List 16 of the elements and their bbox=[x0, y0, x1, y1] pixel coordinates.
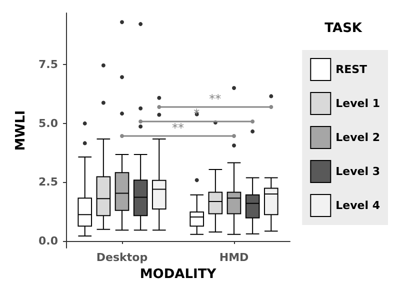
legend-label: Level 2 bbox=[336, 131, 380, 144]
y-tick-label: 2.5 bbox=[38, 176, 58, 189]
y-tick-label: 7.5 bbox=[38, 58, 58, 72]
y-axis-title: MWLI bbox=[14, 110, 29, 151]
y-tick-label: 0.0 bbox=[38, 234, 58, 248]
annotation: ** bbox=[172, 121, 184, 135]
x-tick-label: Desktop bbox=[96, 251, 148, 264]
legend-label: Level 1 bbox=[336, 97, 380, 110]
legend-label: Level 3 bbox=[336, 165, 380, 178]
annotation: ** bbox=[209, 92, 222, 106]
legend-label: REST bbox=[336, 63, 368, 76]
y-tick-label: 5.0 bbox=[38, 116, 58, 130]
x-tick-label: HMD bbox=[219, 251, 249, 264]
legend-label: Level 4 bbox=[336, 199, 380, 212]
x-axis-title: MODALITY bbox=[140, 267, 217, 282]
legend-title: TASK bbox=[324, 21, 363, 36]
